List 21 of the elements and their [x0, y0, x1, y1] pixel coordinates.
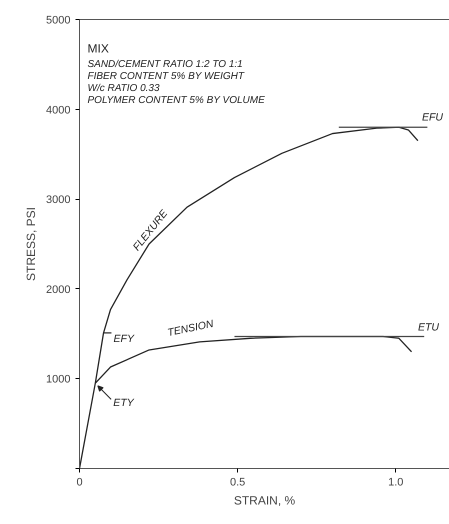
annotation: ETY [113, 397, 135, 410]
y-tick-label: 4000 [46, 104, 71, 116]
y-axis-title: STRESS, PSI [24, 206, 38, 282]
x-tick-label: 1.0 [388, 476, 404, 488]
annotation: MIX [88, 42, 109, 56]
y-tick-label: 1000 [46, 374, 71, 386]
x-tick-label: 0.5 [230, 476, 246, 488]
annotation: EFU [422, 112, 444, 124]
annotation: FIBER CONTENT 5% BY WEIGHT [88, 71, 245, 82]
annotation: TENSION [166, 318, 215, 340]
annotation: POLYMER CONTENT 5% BY VOLUME [88, 95, 266, 106]
x-tick-label: 0 [76, 476, 83, 488]
x-axis-title: STRAIN, % [234, 494, 296, 508]
y-tick-label: 3000 [46, 194, 71, 206]
y-tick-label: 5000 [46, 14, 71, 26]
annotation: ETU [418, 322, 440, 334]
annotation: EFY [114, 332, 135, 345]
y-tick-label: 2000 [46, 284, 71, 296]
annotation: SAND/CEMENT RATIO 1:2 TO 1:1 [88, 59, 243, 70]
line-series [80, 126, 419, 468]
annotation: W/c RATIO 0.33 [88, 83, 160, 94]
